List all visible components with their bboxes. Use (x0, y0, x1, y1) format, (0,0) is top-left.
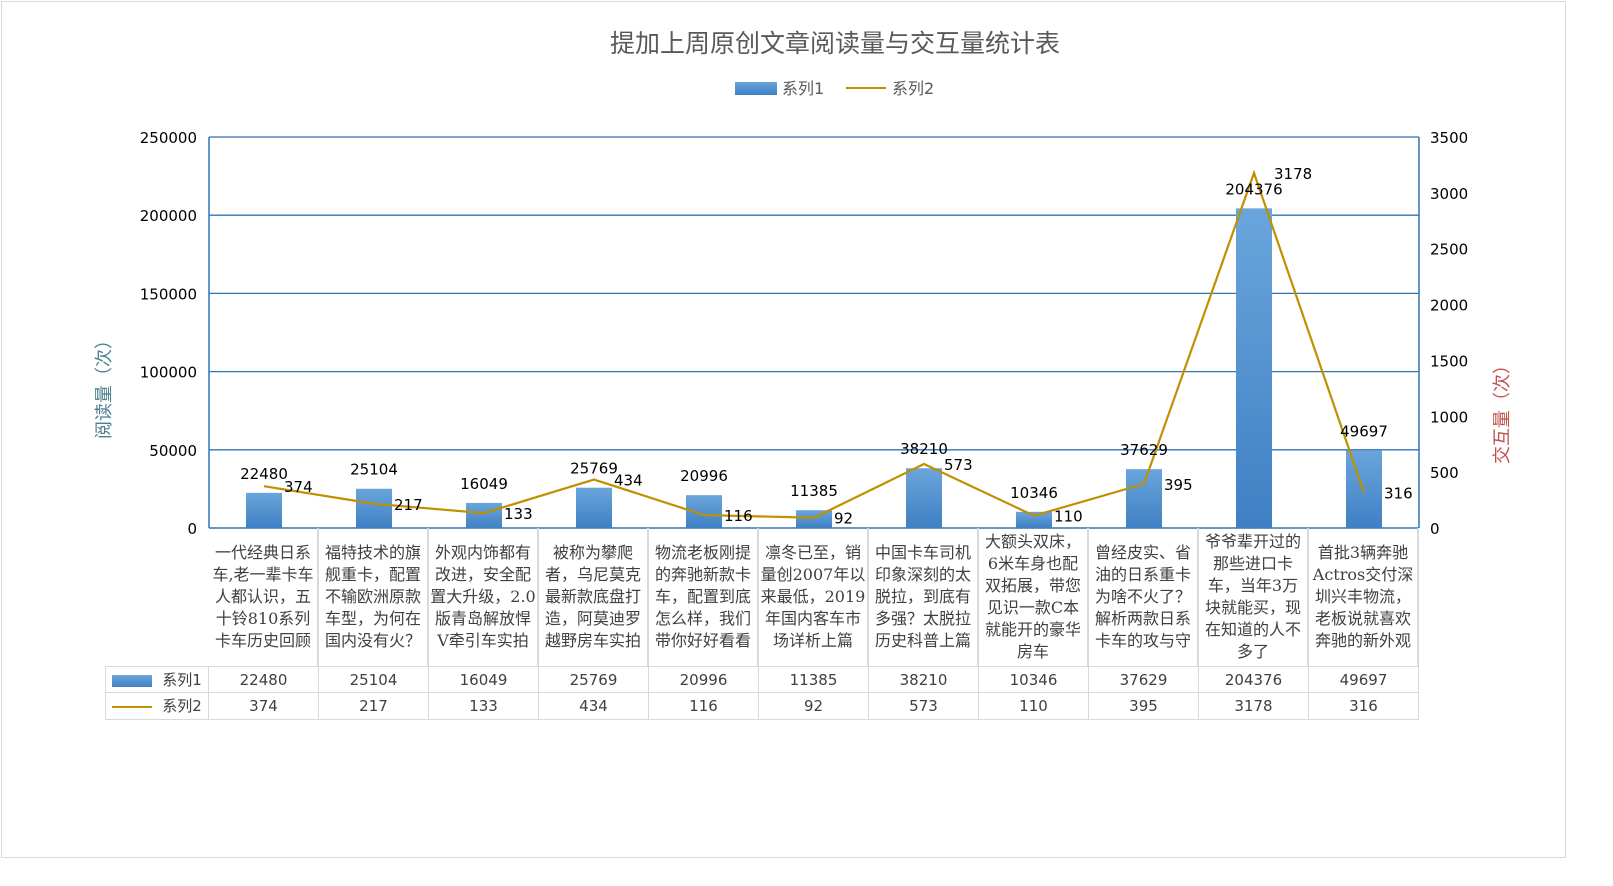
line-data-label: 92 (834, 510, 853, 528)
legend-label-series1: 系列1 (782, 79, 824, 98)
bar-data-label: 11385 (790, 482, 838, 500)
table-row-header-series1: 系列1 (105, 666, 209, 693)
table-cell-series2: 374 (209, 693, 319, 720)
bar (906, 468, 942, 528)
line-data-label: 374 (284, 478, 313, 496)
bar-data-label: 22480 (240, 465, 288, 483)
y-tick-label: 100000 (140, 364, 197, 382)
y2-tick-label: 1000 (1430, 408, 1468, 426)
bar (1126, 469, 1162, 528)
line-data-label: 217 (394, 496, 423, 514)
table-cell-series1: 16049 (429, 666, 539, 693)
y-tick-label: 0 (187, 520, 197, 538)
bar-data-label: 16049 (460, 475, 508, 493)
y2-tick-label: 2000 (1430, 297, 1468, 315)
bar (1346, 450, 1382, 528)
table-cell-series2: 3178 (1199, 693, 1309, 720)
line-data-label: 116 (724, 507, 753, 525)
table-cell-series1: 20996 (649, 666, 759, 693)
bar-data-label: 49697 (1340, 422, 1388, 440)
y-tick-label: 200000 (140, 207, 197, 225)
table-cell-series2: 434 (539, 693, 649, 720)
line-data-label: 395 (1164, 476, 1193, 494)
table-cell-series1: 37629 (1089, 666, 1199, 693)
category-label: 中国卡车司机印象深刻的太脱拉，到底有多强？太脱拉历史科普上篇 (869, 528, 979, 666)
chart-frame (1, 1, 1566, 858)
table-cell-series2: 116 (649, 693, 759, 720)
row-label: 系列2 (162, 697, 202, 715)
category-label: 一代经典日系车,老一辈卡车人都认识，五十铃810系列卡车历史回顾 (209, 528, 319, 666)
row-label: 系列1 (162, 671, 202, 689)
bar (356, 488, 392, 528)
table-cell-series2: 133 (429, 693, 539, 720)
legend: 系列1 系列2 (735, 79, 934, 98)
category-label: 爷爷辈开过的那些进口卡车，当年3万块就能买，现在知道的人不多了 (1199, 528, 1309, 666)
bar-data-label: 204376 (1225, 180, 1282, 198)
bar (796, 510, 832, 528)
bar-data-label: 20996 (680, 467, 728, 485)
table-cell-series1: 204376 (1199, 666, 1309, 693)
table-row-header-series2: 系列2 (105, 693, 209, 720)
category-label: 外观内饰都有改进，安全配置大升级，2.0版青岛解放悍V牵引车实拍 (429, 528, 539, 666)
category-label: 首批3辆奔驰Actros交付深圳兴丰物流，老板说就喜欢奔驰的新外观 (1309, 528, 1419, 666)
bar (1236, 208, 1272, 528)
bar-data-label: 10346 (1010, 484, 1058, 502)
y-tick-label: 150000 (140, 285, 197, 303)
line-series2 (263, 169, 1366, 519)
line-data-label: 133 (504, 505, 533, 523)
table-cell-series1: 22480 (209, 666, 319, 693)
y2-tick-label: 3500 (1430, 129, 1468, 147)
category-label: 物流老板刚提的奔驰新款卡车，配置到底怎么样，我们带你好好看看 (649, 528, 759, 666)
table-cell-series2: 92 (759, 693, 869, 720)
y2-tick-label: 2500 (1430, 241, 1468, 259)
bar-data-label: 25104 (350, 461, 398, 479)
bar (576, 487, 612, 528)
bar-data-label: 38210 (900, 440, 948, 458)
table-cell-series1: 25104 (319, 666, 429, 693)
category-label: 凛冬已至，销量创2007年以来最低，2019年国内客车市场详析上篇 (759, 528, 869, 666)
table-cell-series1: 11385 (759, 666, 869, 693)
legend-key-bar (112, 674, 153, 687)
bar-data-label: 25769 (570, 460, 618, 478)
y2-tick-label: 1500 (1430, 352, 1468, 370)
chart-title: 提加上周原创文章阅读量与交互量统计表 (610, 29, 1060, 58)
table-cell-series2: 395 (1089, 693, 1199, 720)
y2-axis-label: 交互量（次） (1492, 356, 1513, 464)
table-cell-series1: 38210 (869, 666, 979, 693)
line-data-label: 434 (614, 472, 643, 490)
table-cell-series2: 217 (319, 693, 429, 720)
line-data-label: 573 (944, 456, 973, 474)
bar-data-label: 37629 (1120, 441, 1168, 459)
legend-swatch-series1 (735, 82, 777, 95)
category-label: 曾经皮实、省油的日系重卡为啥不火了？解析两款日系卡车的攻与守 (1089, 528, 1199, 666)
table-cell-series2: 573 (869, 693, 979, 720)
category-label: 大额头双床，6米车身也配双拓展，带您见识一款C本就能开的豪华房车 (979, 528, 1089, 666)
line-data-label: 316 (1384, 485, 1413, 503)
table-cell-series1: 49697 (1309, 666, 1419, 693)
y-axis-label: 阅读量（次） (94, 331, 115, 439)
y-tick-label: 250000 (140, 129, 197, 147)
table-cell-series1: 25769 (539, 666, 649, 693)
table-cell-series2: 316 (1309, 693, 1419, 720)
bar (1016, 511, 1052, 528)
category-label: 被称为攀爬者，乌尼莫克最新款底盘打造，阿莫迪罗越野房车实拍 (539, 528, 649, 666)
line-data-label: 110 (1054, 508, 1083, 526)
line-data-label: 3178 (1274, 165, 1312, 183)
y2-tick-label: 3000 (1430, 185, 1468, 203)
legend-label-series2: 系列2 (892, 79, 934, 98)
legend-key-line (112, 705, 153, 708)
category-label: 福特技术的旗舰重卡，配置不输欧洲原款车型，为何在国内没有火？ (319, 528, 429, 666)
y2-tick-label: 0 (1430, 520, 1440, 538)
table-cell-series1: 10346 (979, 666, 1089, 693)
y-tick-label: 50000 (149, 442, 197, 460)
y2-tick-label: 500 (1430, 464, 1459, 482)
bar (466, 502, 502, 528)
table-cell-series2: 110 (979, 693, 1089, 720)
bar (246, 492, 282, 528)
